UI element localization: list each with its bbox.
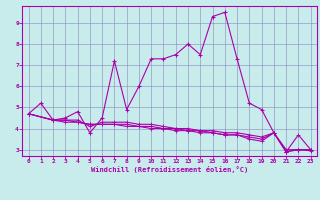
X-axis label: Windchill (Refroidissement éolien,°C): Windchill (Refroidissement éolien,°C) [91,166,248,173]
